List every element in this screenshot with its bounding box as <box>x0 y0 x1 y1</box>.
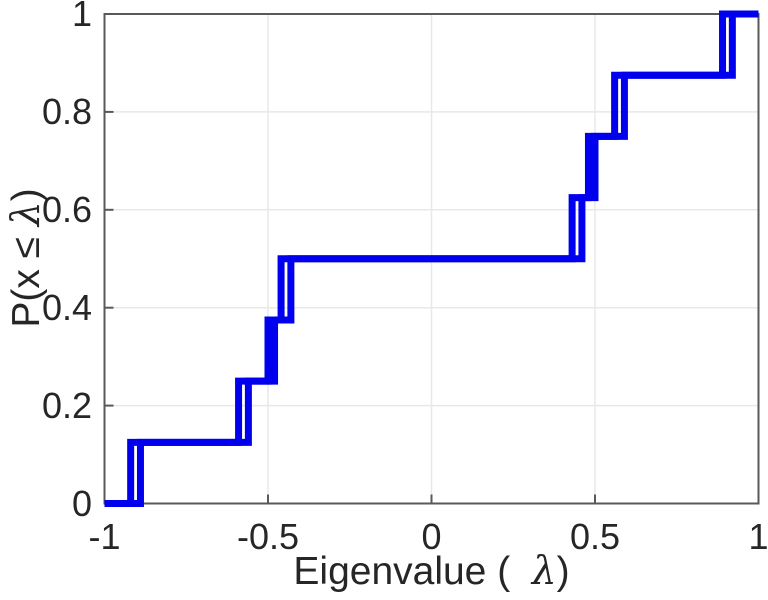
x-axis-label: Eigenvalue ( λ) <box>104 549 759 594</box>
y-tick-label: 0 <box>71 482 92 524</box>
lambda-symbol: λ <box>4 201 49 227</box>
x-tick-label: -1 <box>88 516 121 557</box>
y-axis-label-close: ) <box>5 188 48 202</box>
lambda-symbol: λ <box>531 549 557 594</box>
y-tick-label: 1 <box>71 0 92 34</box>
x-tick-label: 0.5 <box>569 516 621 557</box>
y-tick-label: 0.6 <box>41 188 92 230</box>
x-tick-label: 1 <box>748 516 768 557</box>
x-tick-label: 0 <box>421 516 442 557</box>
x-axis-label-text: Eigenvalue ( <box>293 550 532 593</box>
y-tick-label: 0.4 <box>41 286 92 328</box>
ecdf-step-line-2 <box>104 10 759 507</box>
y-axis-label: P(x ≤ λ) <box>4 108 50 408</box>
y-tick-label: 0.8 <box>41 90 92 132</box>
y-tick-label: 0.2 <box>41 384 92 426</box>
x-axis-label-close: ) <box>556 550 570 593</box>
x-tick-label: -0.5 <box>236 516 300 557</box>
y-axis-label-text: P(x ≤ <box>5 226 48 328</box>
